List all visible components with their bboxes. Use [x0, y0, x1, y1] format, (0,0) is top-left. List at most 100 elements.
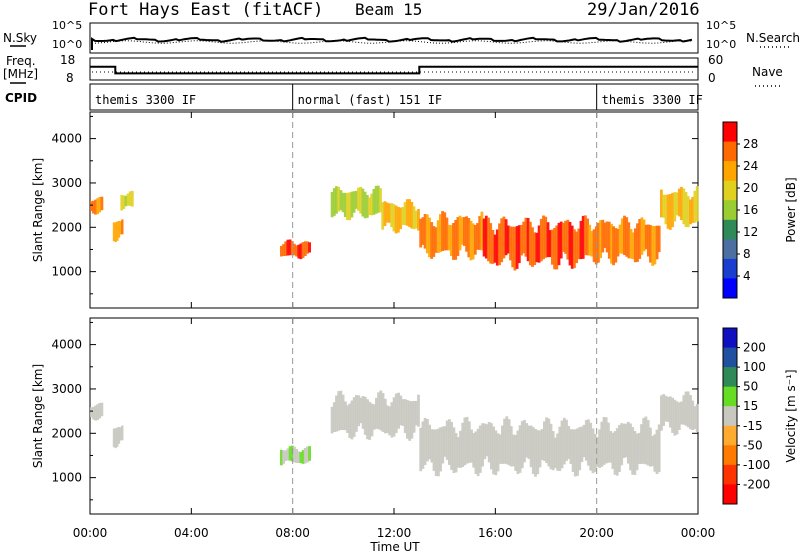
heatmap-cell	[542, 215, 545, 260]
heatmap-cell	[671, 397, 674, 433]
heatmap-cell	[535, 232, 539, 263]
heatmap-cell	[303, 447, 307, 464]
heatmap-cell	[306, 241, 309, 254]
heatmap-cell	[490, 423, 493, 470]
heatmap-cell	[357, 187, 360, 211]
heatmap-cell	[651, 436, 654, 467]
heatmap-cell	[564, 220, 567, 254]
power-y-tick-label: 1000	[51, 265, 82, 279]
heatmap-cell	[695, 404, 699, 432]
heatmap-cell	[573, 429, 577, 477]
heatmap-cell	[487, 217, 490, 262]
heatmap-cell	[539, 218, 543, 262]
heatmap-cell	[660, 395, 663, 431]
heatmap-cell	[346, 405, 349, 433]
heatmap-cell	[436, 220, 440, 253]
heatmap-cell	[474, 431, 478, 474]
velocity-colorbar-swatch	[723, 406, 737, 427]
heatmap-cell	[350, 191, 354, 218]
heatmap-cell	[623, 215, 626, 255]
heatmap-cell	[614, 228, 618, 263]
heatmap-cell	[370, 193, 374, 216]
heatmap-cell	[335, 186, 338, 214]
heatmap-cell	[406, 400, 409, 439]
heatmap-cell	[117, 221, 121, 238]
heatmap-cell	[335, 395, 338, 432]
heatmap-cell	[682, 188, 686, 225]
nsky-tick-bottom: 10^0	[52, 38, 82, 51]
power-colorbar-swatch	[723, 161, 737, 182]
heatmap-cell	[288, 446, 292, 461]
power-colorbar-tick-label: 16	[743, 203, 758, 217]
heatmap-cell	[577, 228, 581, 260]
heatmap-cell	[126, 193, 130, 206]
heatmap-cell	[390, 402, 394, 438]
heatmap-cell	[386, 405, 389, 434]
heatmap-cell	[590, 230, 594, 257]
heatmap-cell	[544, 216, 548, 258]
heatmap-cell	[567, 426, 571, 459]
heatmap-cell	[540, 429, 544, 460]
heatmap-cell	[412, 401, 416, 433]
nsky-tick-top: 10^5	[52, 19, 82, 32]
heatmap-cell	[691, 400, 695, 430]
heatmap-cell	[565, 419, 568, 461]
heatmap-cell	[525, 423, 529, 458]
heatmap-cell	[684, 391, 688, 426]
heatmap-cell	[504, 219, 508, 256]
heatmap-cell	[121, 219, 124, 235]
heatmap-cell	[481, 423, 484, 467]
heatmap-cell	[286, 448, 290, 461]
power-colorbar-swatch	[723, 141, 737, 162]
heatmap-cell	[90, 201, 93, 212]
heatmap-cell	[545, 417, 548, 464]
heatmap-cell	[554, 437, 557, 468]
heatmap-cell	[445, 217, 449, 251]
heatmap-cell	[660, 189, 663, 218]
heatmap-cell	[467, 218, 471, 258]
heatmap-cell	[553, 228, 556, 270]
heatmap-cell	[616, 228, 620, 257]
velocity-colorbar-tick-label: -100	[743, 458, 770, 472]
heatmap-cell	[480, 211, 484, 251]
heatmap-cell	[515, 226, 519, 269]
power-colorbar-label: Power [dB]	[784, 177, 798, 242]
heatmap-cell	[562, 417, 566, 465]
heatmap-cell	[675, 401, 679, 435]
heatmap-cell	[586, 218, 589, 256]
heatmap-cell	[425, 214, 429, 254]
heatmap-cell	[671, 192, 674, 228]
cpid-segment-label: themis 3300 IF	[602, 93, 703, 107]
date-title: 29/Jan/2016	[587, 0, 700, 20]
heatmap-cell	[523, 420, 526, 463]
heatmap-cell	[633, 431, 637, 475]
heatmap-cell	[570, 225, 574, 269]
heatmap-cell	[655, 225, 659, 260]
heatmap-cell	[507, 419, 511, 466]
heatmap-cell	[414, 400, 418, 426]
heatmap-cell	[119, 427, 122, 441]
x-tick-label: 08:00	[275, 526, 310, 540]
heatmap-cell	[533, 232, 537, 265]
heatmap-cell	[596, 437, 599, 467]
heatmap-cell	[591, 428, 595, 474]
heatmap-cell	[96, 404, 99, 421]
heatmap-cell	[483, 423, 487, 460]
power-colorbar-tick-label: 24	[743, 159, 758, 173]
heatmap-cell	[368, 401, 372, 440]
heatmap-cell	[644, 416, 648, 465]
heatmap-cell	[122, 195, 126, 209]
heatmap-cell	[299, 243, 303, 260]
velocity-colorbar-swatch	[723, 445, 737, 466]
heatmap-cell	[495, 229, 499, 266]
heatmap-cell	[408, 400, 412, 441]
heatmap-cell	[693, 406, 697, 430]
heatmap-cell	[489, 223, 493, 264]
heatmap-cell	[613, 431, 617, 475]
heatmap-cell	[401, 207, 405, 225]
heatmap-cell	[295, 245, 298, 257]
heatmap-cell	[330, 406, 334, 434]
velocity-colorbar-tick-label: -200	[743, 477, 770, 491]
heatmap-cell	[388, 203, 391, 223]
heatmap-cell	[615, 428, 619, 476]
